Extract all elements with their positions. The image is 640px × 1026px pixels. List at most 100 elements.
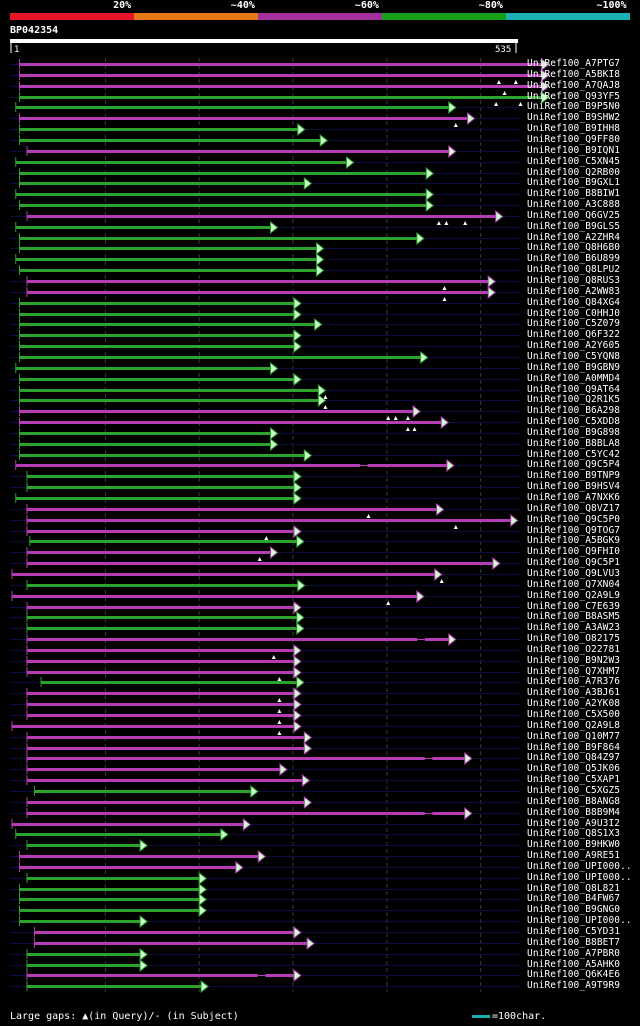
hit-label[interactable]: UniRef100_B9GNG0 bbox=[527, 904, 621, 915]
query-gap-marker bbox=[323, 395, 328, 399]
hit-label[interactable]: UniRef100_Q9TOG7 bbox=[527, 525, 621, 536]
hit-label[interactable]: UniRef100_Q9LVU3 bbox=[527, 568, 621, 579]
hit-label[interactable]: UniRef100_Q8H6B0 bbox=[527, 242, 621, 253]
hit-label[interactable]: UniRef100_B9HSV4 bbox=[527, 481, 621, 492]
hit-label[interactable]: UniRef100_B9GBN9 bbox=[527, 362, 621, 373]
hit-label[interactable]: UniRef100_Q8S1X3 bbox=[527, 828, 621, 839]
query-gap-marker bbox=[412, 427, 417, 431]
hit-label[interactable]: UniRef100_Q8LPU2 bbox=[527, 264, 621, 275]
hit-label[interactable]: UniRef100_B8ASM5 bbox=[527, 611, 621, 622]
hit-label[interactable]: UniRef100_Q9C5P0 bbox=[527, 514, 621, 525]
hit-bar bbox=[27, 649, 294, 652]
hit-label[interactable]: UniRef100_B9P5N0 bbox=[527, 101, 621, 112]
hit-label[interactable]: UniRef100_Q84XG4 bbox=[527, 297, 621, 308]
hit-label[interactable]: UniRef100_Q84Z97 bbox=[527, 752, 621, 763]
hit-label[interactable]: UniRef100_A3AW23 bbox=[527, 622, 621, 633]
hit-label[interactable]: UniRef100_O22781 bbox=[527, 644, 621, 655]
hit-label[interactable]: UniRef100_B9SHW2 bbox=[527, 112, 621, 123]
hit-label[interactable]: UniRef100_A7R376 bbox=[527, 676, 621, 687]
hit-label[interactable]: UniRef100_B9TNP9 bbox=[527, 470, 621, 481]
hit-label[interactable]: UniRef100_A7PTG7 bbox=[527, 58, 621, 69]
hit-arrow-head bbox=[198, 892, 208, 907]
hit-arrow-head bbox=[270, 437, 279, 452]
hit-label[interactable]: UniRef100_Q93YF5 bbox=[527, 91, 621, 102]
hit-label[interactable]: UniRef100_A9U3I2 bbox=[527, 818, 621, 829]
hit-bar bbox=[19, 855, 259, 858]
hit-label[interactable]: UniRef100_Q2R1K5 bbox=[527, 394, 621, 405]
hit-label[interactable]: UniRef100_Q9C5P4 bbox=[527, 459, 621, 470]
identity-color-bar bbox=[10, 13, 630, 20]
hit-label[interactable]: UniRef100_C5YD31 bbox=[527, 926, 621, 937]
hit-label[interactable]: UniRef100_A0MMD4 bbox=[527, 373, 621, 384]
hit-label[interactable]: UniRef100_A2Y605 bbox=[527, 340, 621, 351]
hit-label[interactable]: UniRef100_C5YQN8 bbox=[527, 351, 621, 362]
hit-label[interactable]: UniRef100_UPI000.. bbox=[527, 861, 632, 872]
hit-label[interactable]: UniRef100_C5XDD8 bbox=[527, 416, 621, 427]
hit-label[interactable]: UniRef100_B9F864 bbox=[527, 742, 621, 753]
hit-label[interactable]: UniRef100_B8ANG8 bbox=[527, 796, 621, 807]
hit-label[interactable]: UniRef100_A9T9R9 bbox=[527, 980, 621, 991]
hit-label[interactable]: UniRef100_UPI000.. bbox=[527, 915, 632, 926]
hit-label[interactable]: UniRef100_B9IQN1 bbox=[527, 145, 621, 156]
hit-label[interactable]: UniRef100_A5BKI8 bbox=[527, 69, 621, 80]
hit-label[interactable]: UniRef100_A2WW83 bbox=[527, 286, 621, 297]
hit-label[interactable]: UniRef100_A9RE51 bbox=[527, 850, 621, 861]
hit-label[interactable]: UniRef100_C0HHJ0 bbox=[527, 308, 621, 319]
hit-label[interactable]: UniRef100_B8B9M4 bbox=[527, 807, 621, 818]
hit-label[interactable]: UniRef100_C5XGZ5 bbox=[527, 785, 621, 796]
hit-label[interactable]: UniRef100_A5AHK0 bbox=[527, 959, 621, 970]
hit-label[interactable]: UniRef100_O82175 bbox=[527, 633, 621, 644]
hit-label[interactable]: UniRef100_Q2A9L9 bbox=[527, 590, 621, 601]
hit-label[interactable]: UniRef100_B6U899 bbox=[527, 253, 621, 264]
hit-label[interactable]: UniRef100_A7NXK6 bbox=[527, 492, 621, 503]
hit-label[interactable]: UniRef100_C5X500 bbox=[527, 709, 621, 720]
hit-bar bbox=[34, 790, 251, 793]
hit-label[interactable]: UniRef100_A2YK08 bbox=[527, 698, 621, 709]
hit-label[interactable]: UniRef100_A5BGK9 bbox=[527, 535, 621, 546]
hit-label[interactable]: UniRef100_Q9AT64 bbox=[527, 384, 621, 395]
hit-label[interactable]: UniRef100_B9G898 bbox=[527, 427, 621, 438]
hit-bar bbox=[27, 671, 294, 674]
hit-label[interactable]: UniRef100_B9N2W3 bbox=[527, 655, 621, 666]
hit-label[interactable]: UniRef100_Q2RB00 bbox=[527, 167, 621, 178]
query-start-label: 1 bbox=[14, 45, 19, 55]
hit-arrow-head bbox=[315, 263, 325, 278]
hit-label[interactable]: UniRef100_B8BET7 bbox=[527, 937, 621, 948]
hit-label[interactable]: UniRef100_Q8VZ17 bbox=[527, 503, 621, 514]
hit-label[interactable]: UniRef100_C5XN45 bbox=[527, 156, 621, 167]
hit-label[interactable]: UniRef100_B9GXL1 bbox=[527, 177, 621, 188]
hit-label[interactable]: UniRef100_Q9C5P1 bbox=[527, 557, 621, 568]
hit-label[interactable]: UniRef100_A2ZHR4 bbox=[527, 232, 621, 243]
hit-label[interactable]: UniRef100_B9IHH8 bbox=[527, 123, 621, 134]
hit-label[interactable]: UniRef100_Q6GV25 bbox=[527, 210, 621, 221]
hit-label[interactable]: UniRef100_Q6K4E6 bbox=[527, 969, 621, 980]
hit-label[interactable]: UniRef100_Q9FF80 bbox=[527, 134, 621, 145]
hit-label[interactable]: UniRef100_C5Z079 bbox=[527, 318, 621, 329]
hit-label[interactable]: UniRef100_UPI000.. bbox=[527, 872, 632, 883]
hit-label[interactable]: UniRef100_Q9FHI0 bbox=[527, 546, 621, 557]
hit-arrow-head bbox=[434, 567, 443, 582]
hit-arrow-head bbox=[448, 100, 457, 115]
hit-label[interactable]: UniRef100_Q2A9L8 bbox=[527, 720, 621, 731]
hit-label[interactable]: UniRef100_A7QAJ8 bbox=[527, 80, 621, 91]
hit-label[interactable]: UniRef100_Q6F322 bbox=[527, 329, 621, 340]
hit-label[interactable]: UniRef100_B8BLA8 bbox=[527, 438, 621, 449]
hit-label[interactable]: UniRef100_A7PBR0 bbox=[527, 948, 621, 959]
hit-label[interactable]: UniRef100_B9GLS5 bbox=[527, 221, 621, 232]
hit-label[interactable]: UniRef100_Q8RUS3 bbox=[527, 275, 621, 286]
hit-label[interactable]: UniRef100_Q5JK06 bbox=[527, 763, 621, 774]
hit-label[interactable]: UniRef100_B4FW67 bbox=[527, 893, 621, 904]
hit-label[interactable]: UniRef100_A3C888 bbox=[527, 199, 621, 210]
hit-label[interactable]: UniRef100_A3BJ61 bbox=[527, 687, 621, 698]
hit-label[interactable]: UniRef100_C5XAP1 bbox=[527, 774, 621, 785]
hit-label[interactable]: UniRef100_C5YC42 bbox=[527, 449, 621, 460]
hit-label[interactable]: UniRef100_Q7XHM7 bbox=[527, 666, 621, 677]
hit-label[interactable]: UniRef100_C7E639 bbox=[527, 601, 621, 612]
hit-label[interactable]: UniRef100_Q8L821 bbox=[527, 883, 621, 894]
hit-label[interactable]: UniRef100_Q10M77 bbox=[527, 731, 621, 742]
hit-label[interactable]: UniRef100_Q7XN04 bbox=[527, 579, 621, 590]
hit-label[interactable]: UniRef100_B8BIW1 bbox=[527, 188, 621, 199]
hit-label[interactable]: UniRef100_B9HKW0 bbox=[527, 839, 621, 850]
hit-arrow-head bbox=[139, 838, 148, 853]
hit-label[interactable]: UniRef100_B6A298 bbox=[527, 405, 621, 416]
